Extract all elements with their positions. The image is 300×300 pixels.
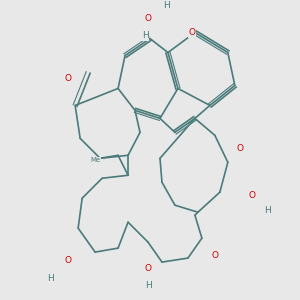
Text: H: H	[47, 274, 54, 283]
Text: O: O	[65, 74, 72, 83]
Text: O: O	[145, 14, 152, 23]
Text: O: O	[248, 191, 255, 200]
Text: O: O	[188, 28, 195, 37]
Text: H: H	[145, 280, 152, 290]
Text: O: O	[145, 264, 152, 273]
Text: H: H	[142, 31, 148, 40]
Text: H: H	[264, 206, 271, 215]
Text: O: O	[236, 144, 243, 153]
Text: Me: Me	[90, 157, 100, 163]
Text: O: O	[65, 256, 72, 265]
Text: H: H	[164, 1, 170, 10]
Text: O: O	[212, 250, 218, 260]
